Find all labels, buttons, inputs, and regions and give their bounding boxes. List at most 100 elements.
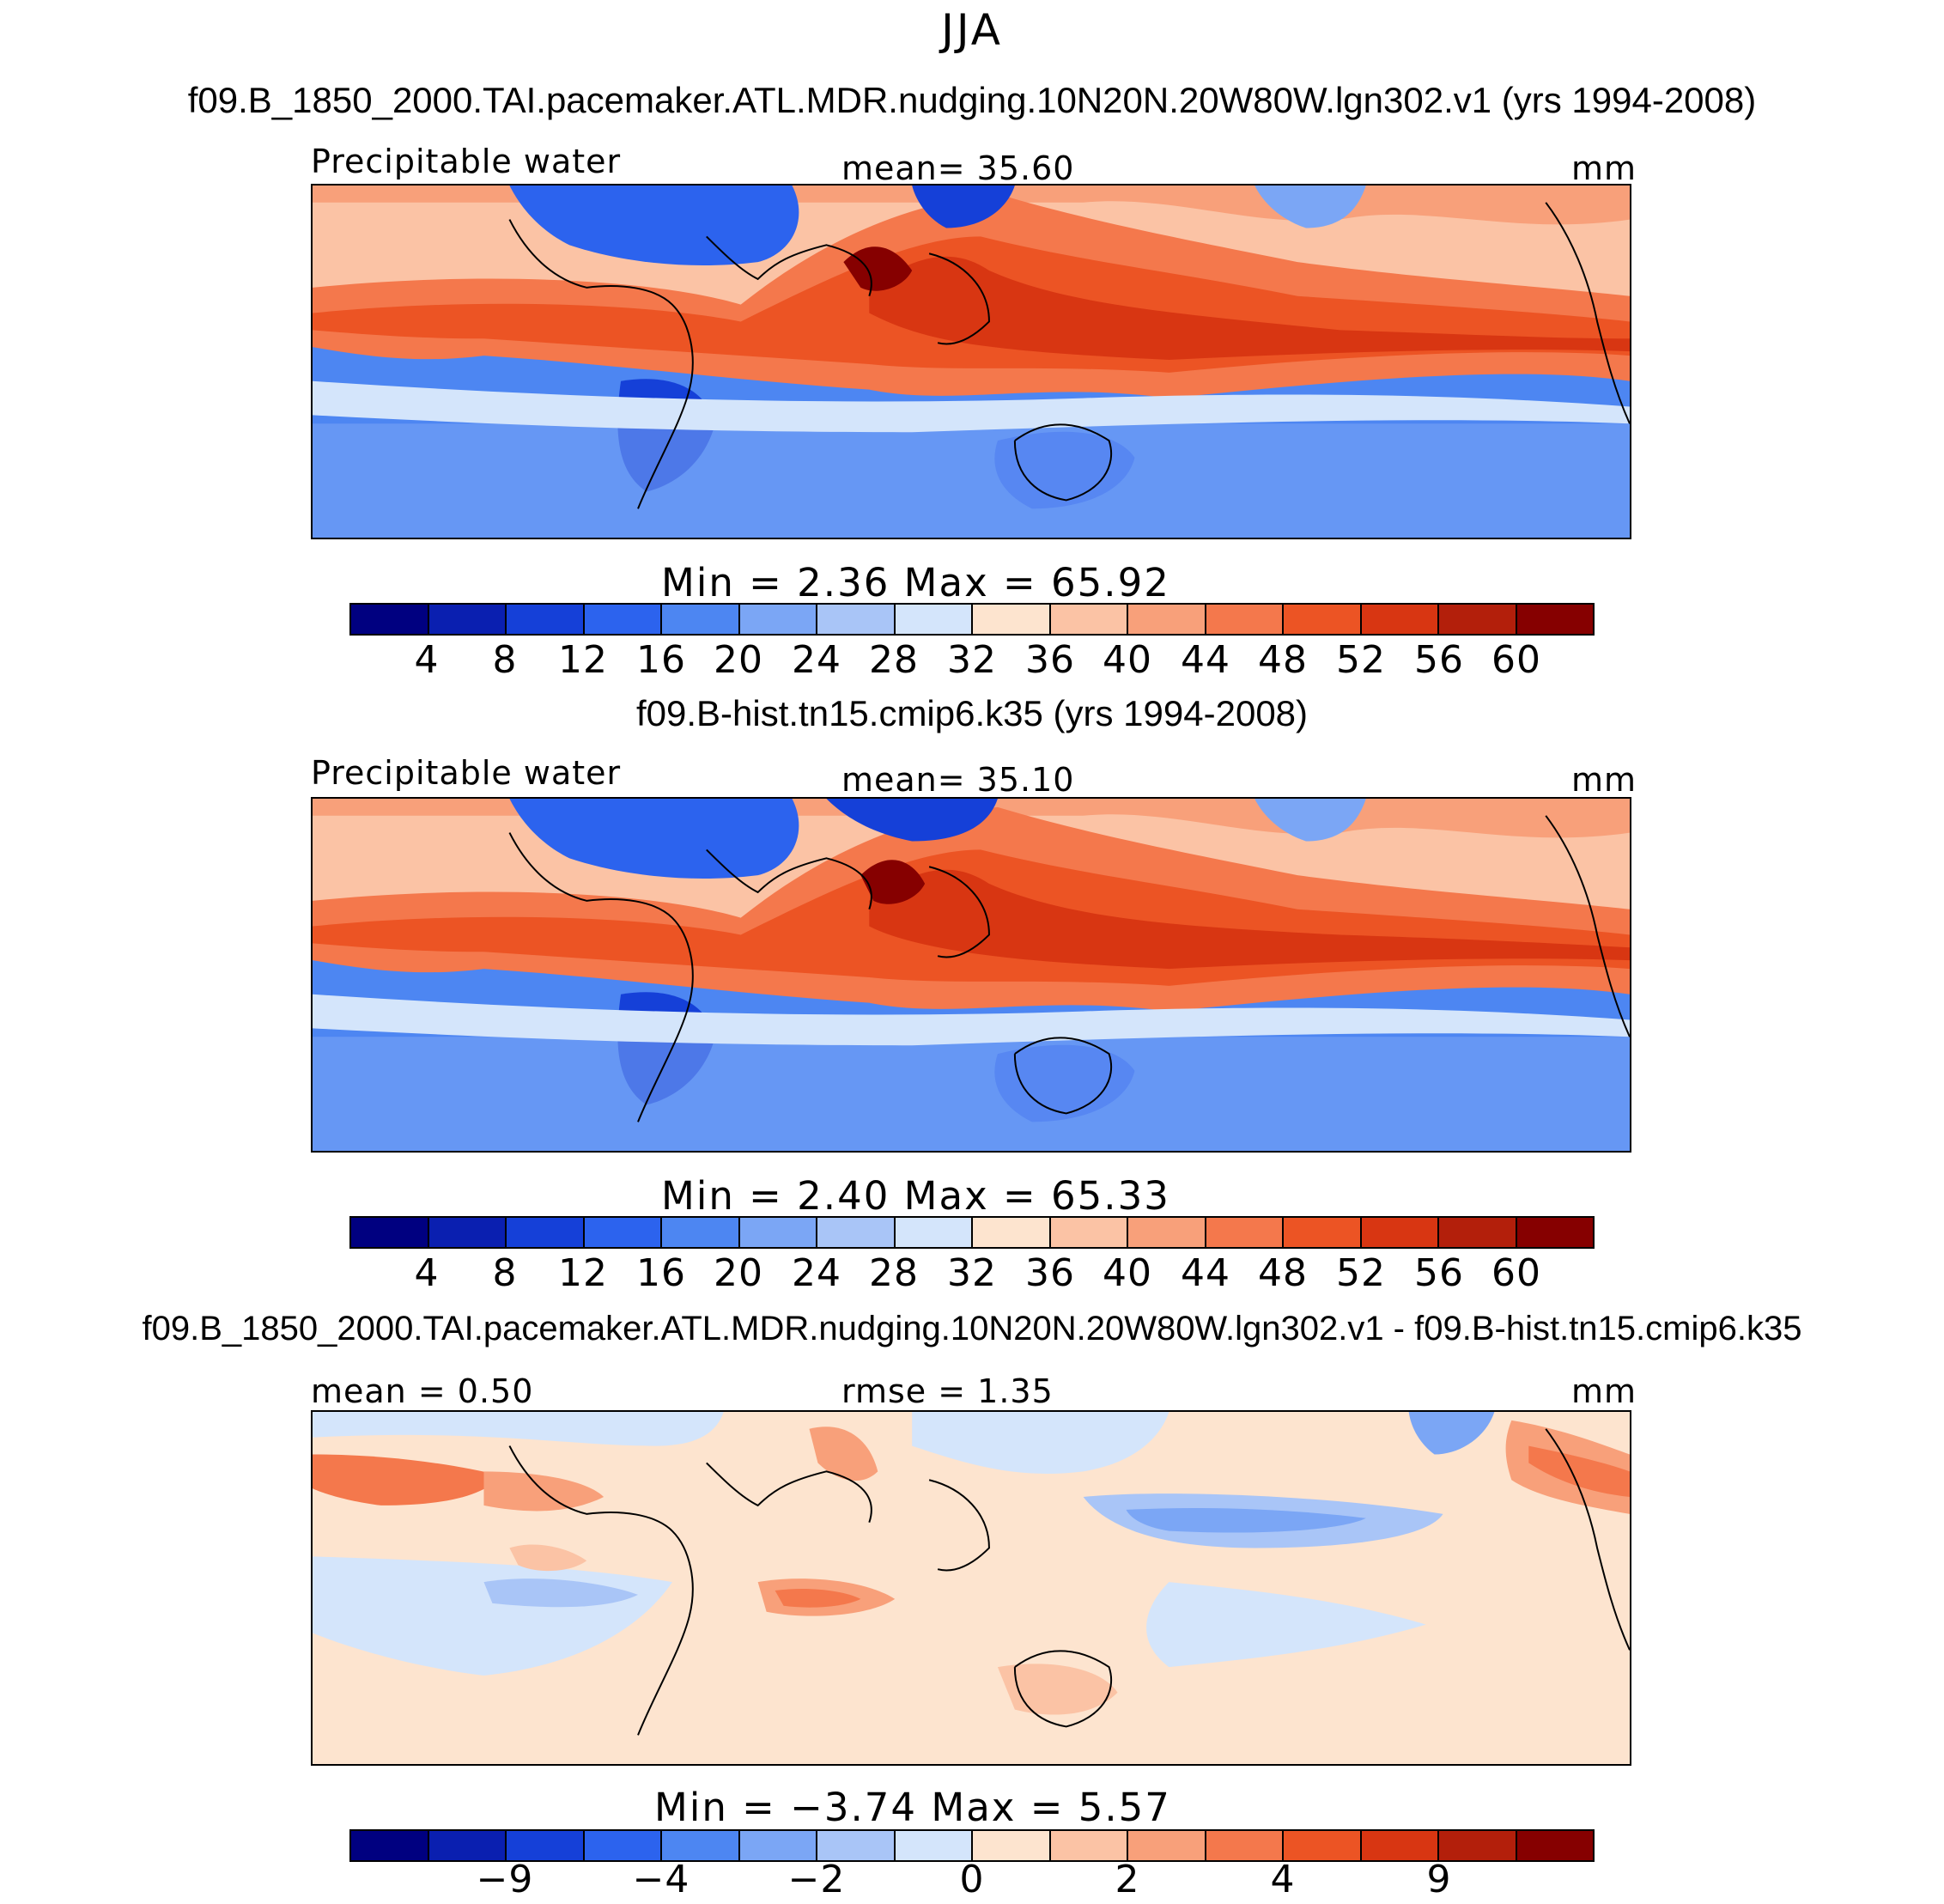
tick-label: −2	[787, 1858, 846, 1901]
tick-label: 28	[869, 638, 919, 682]
colorbar-3-swatch	[1516, 1831, 1593, 1860]
colorbar-1-swatch	[1128, 605, 1206, 634]
colorbar-3-swatch	[1128, 1831, 1206, 1860]
tick-label: 0	[959, 1858, 985, 1901]
minmax-label-1: Min = 2.36 Max = 65.92	[661, 560, 1170, 605]
colorbar-2-swatch	[817, 1218, 896, 1247]
tick-label: 20	[714, 1251, 763, 1295]
tick-label: 4	[1270, 1858, 1296, 1901]
colorbar-1-swatch	[1516, 605, 1593, 634]
colorbar-3-swatch	[973, 1831, 1051, 1860]
mean-label-1: mean= 35.60	[841, 149, 1075, 187]
tick-label: 4	[414, 638, 440, 682]
field-2	[313, 799, 1630, 1151]
colorbar-3-swatch	[895, 1831, 973, 1860]
precip-water-map-1	[311, 184, 1631, 539]
colorbar-2-swatch	[351, 1218, 429, 1247]
colorbar-1	[349, 603, 1595, 636]
colorbar-1-swatch	[584, 605, 662, 634]
tick-label: 16	[636, 1251, 686, 1295]
precip-water-map-2	[311, 797, 1631, 1153]
tick-label: 16	[636, 638, 686, 682]
colorbar-2-swatch	[507, 1218, 585, 1247]
colorbar-3-swatch	[817, 1831, 896, 1860]
case-title-1: f09.B_1850_2000.TAI.pacemaker.ATL.MDR.nu…	[187, 80, 1757, 120]
colorbar-1-swatch	[895, 605, 973, 634]
colorbar-3-swatch	[739, 1831, 817, 1860]
rmse-label-3: rmse = 1.35	[841, 1372, 1054, 1410]
case-title-2: f09.B-hist.tn15.cmip6.k35 (yrs 1994-2008…	[635, 693, 1309, 733]
colorbar-1-swatch	[507, 605, 585, 634]
colorbar-3-swatch	[351, 1831, 429, 1860]
colorbar-2-swatch	[973, 1218, 1051, 1247]
tick-label: 24	[792, 638, 841, 682]
tick-label: 52	[1336, 1251, 1386, 1295]
colorbar-1-swatch	[351, 605, 429, 634]
tick-label: 4	[414, 1251, 440, 1295]
case-title-3: f09.B_1850_2000.TAI.pacemaker.ATL.MDR.nu…	[142, 1310, 1802, 1347]
mean-label-2: mean= 35.10	[841, 761, 1075, 799]
colorbar-1-swatch	[817, 605, 896, 634]
colorbar-2-swatch	[662, 1218, 740, 1247]
colorbar-2-swatch	[1206, 1218, 1284, 1247]
colorbar-2-swatch	[739, 1218, 817, 1247]
colorbar-3	[349, 1829, 1595, 1862]
tick-label: 32	[947, 1251, 997, 1295]
colorbar-3-swatch	[507, 1831, 585, 1860]
colorbar-2-swatch	[428, 1218, 507, 1247]
colorbar-3-swatch	[584, 1831, 662, 1860]
tick-label: 36	[1025, 1251, 1075, 1295]
colorbar-3-swatch	[1206, 1831, 1284, 1860]
colorbar-3-swatch	[1439, 1831, 1517, 1860]
colorbar-2-swatch	[1439, 1218, 1517, 1247]
minmax-label-2: Min = 2.40 Max = 65.33	[661, 1173, 1170, 1219]
colorbar-2-swatch	[1284, 1218, 1362, 1247]
colorbar-2	[349, 1216, 1595, 1249]
tick-label: 32	[947, 638, 997, 682]
colorbar-3-swatch	[428, 1831, 507, 1860]
field-3	[313, 1412, 1630, 1764]
colorbar-2-swatch	[895, 1218, 973, 1247]
tick-label: 8	[492, 638, 518, 682]
minmax-label-3: Min = −3.74 Max = 5.57	[654, 1785, 1171, 1830]
tick-label: 48	[1258, 1251, 1308, 1295]
variable-label-1: Precipitable water	[311, 143, 622, 180]
colorbar-1-swatch	[1284, 605, 1362, 634]
season-title: JJA	[941, 5, 1003, 55]
tick-label: −9	[476, 1858, 534, 1901]
colorbar-1-swatch	[1050, 605, 1128, 634]
tick-label: 40	[1103, 638, 1152, 682]
colorbar-1-swatch	[1206, 605, 1284, 634]
colorbar-1-swatch	[662, 605, 740, 634]
field-1	[313, 186, 1630, 538]
difference-map	[311, 1410, 1631, 1766]
tick-label: 12	[558, 1251, 608, 1295]
colorbar-1-swatch	[973, 605, 1051, 634]
tick-label: −4	[632, 1858, 690, 1901]
tick-label: 9	[1426, 1858, 1452, 1901]
mean-label-3: mean = 0.50	[311, 1372, 534, 1410]
colorbar-1-swatch	[1439, 605, 1517, 634]
units-label-3: mm	[1571, 1372, 1637, 1410]
tick-label: 60	[1491, 638, 1541, 682]
colorbar-1-swatch	[1361, 605, 1439, 634]
colorbar-2-swatch	[1050, 1218, 1128, 1247]
colorbar-3-swatch	[1050, 1831, 1128, 1860]
tick-label: 40	[1103, 1251, 1152, 1295]
colorbar-3-swatch	[662, 1831, 740, 1860]
tick-label: 20	[714, 638, 763, 682]
colorbar-2-swatch	[584, 1218, 662, 1247]
tick-label: 36	[1025, 638, 1075, 682]
tick-label: 48	[1258, 638, 1308, 682]
tick-label: 8	[492, 1251, 518, 1295]
colorbar-3-swatch	[1361, 1831, 1439, 1860]
tick-label: 12	[558, 638, 608, 682]
colorbar-2-swatch	[1516, 1218, 1593, 1247]
tick-label: 28	[869, 1251, 919, 1295]
tick-label: 24	[792, 1251, 841, 1295]
tick-label: 44	[1181, 638, 1230, 682]
units-label-2: mm	[1571, 761, 1637, 799]
variable-label-2: Precipitable water	[311, 754, 622, 792]
colorbar-2-swatch	[1128, 1218, 1206, 1247]
tick-label: 60	[1491, 1251, 1541, 1295]
